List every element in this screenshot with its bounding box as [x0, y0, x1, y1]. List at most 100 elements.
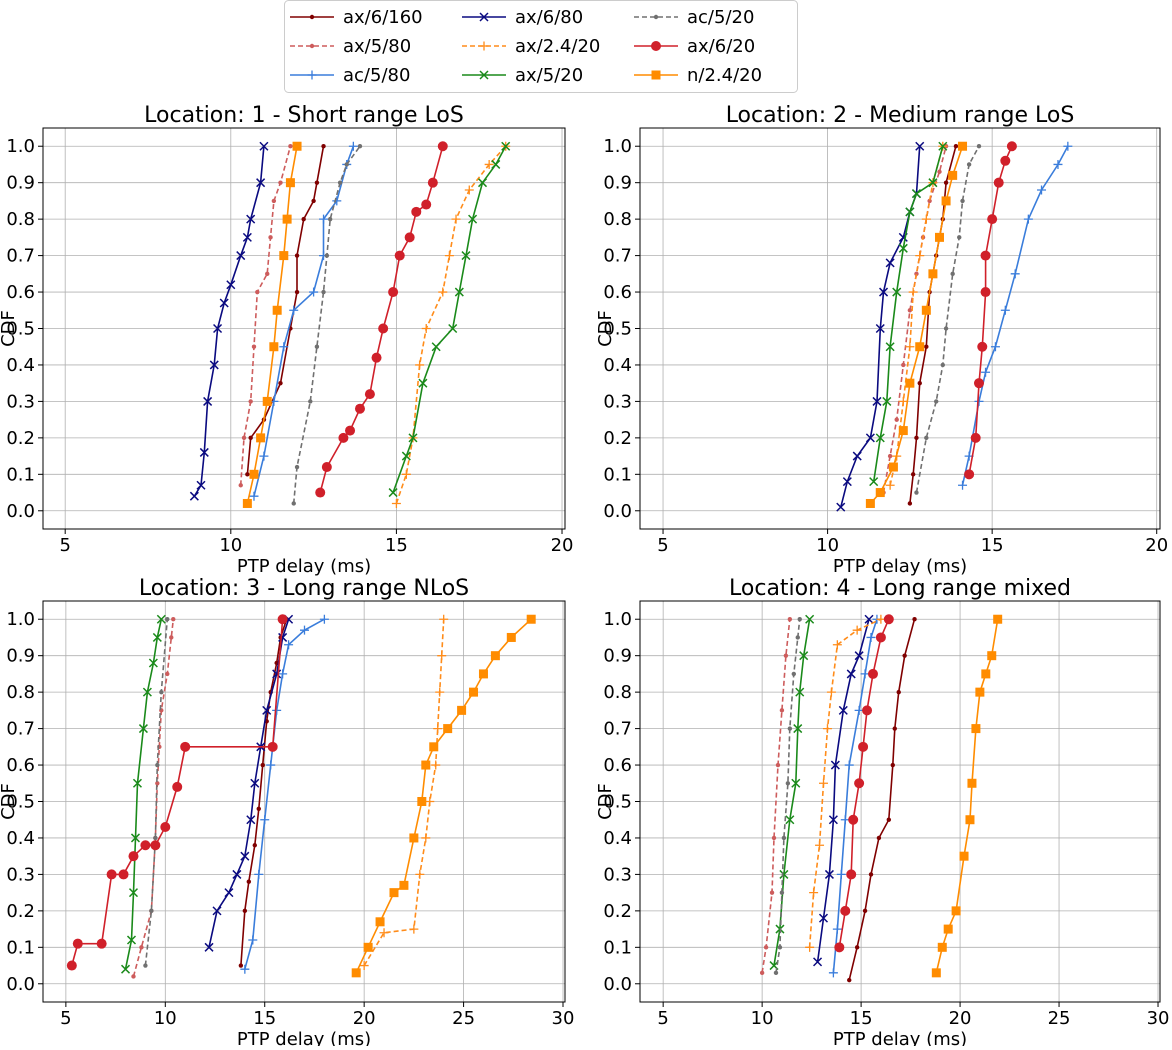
- marker: [980, 287, 991, 298]
- legend-label: ax/5/80: [343, 36, 411, 57]
- marker: [435, 687, 445, 697]
- legend-label: ax/5/20: [515, 65, 583, 86]
- marker: [813, 957, 823, 967]
- marker: [526, 614, 536, 624]
- marker: [165, 671, 170, 677]
- marker: [248, 399, 253, 404]
- marker: [943, 326, 949, 331]
- marker: [451, 214, 461, 224]
- marker: [783, 653, 789, 658]
- y-tick-label: 0.5: [603, 792, 632, 813]
- marker: [437, 141, 448, 152]
- legend-entry: ax/6/80: [462, 7, 583, 28]
- marker: [301, 216, 306, 222]
- marker: [908, 287, 918, 297]
- marker: [269, 342, 279, 352]
- y-axis-label: CDF: [0, 310, 19, 347]
- y-tick-label: 0.8: [603, 209, 632, 230]
- marker: [180, 741, 191, 752]
- legend-label: ax/6/160: [343, 7, 423, 28]
- legend-label: ax/6/20: [687, 36, 755, 57]
- marker: [236, 251, 246, 261]
- series-line: [355, 618, 532, 974]
- marker: [987, 651, 997, 661]
- marker: [779, 869, 789, 879]
- marker: [915, 141, 925, 151]
- marker: [777, 945, 783, 950]
- marker: [156, 614, 166, 624]
- y-tick-label: 0.1: [6, 464, 35, 485]
- marker: [976, 144, 982, 149]
- marker: [970, 432, 981, 443]
- marker: [948, 170, 958, 180]
- y-tick-label: 0.0: [603, 974, 632, 995]
- marker: [130, 833, 140, 843]
- marker: [417, 797, 427, 806]
- marker: [836, 869, 846, 879]
- marker: [106, 869, 117, 880]
- x-tick-label: 15: [253, 1008, 276, 1029]
- marker: [254, 869, 264, 879]
- marker: [892, 726, 897, 731]
- marker: [118, 869, 129, 880]
- marker: [415, 869, 425, 879]
- series-line: [915, 145, 980, 493]
- marker: [464, 185, 474, 195]
- marker: [149, 908, 154, 914]
- marker: [268, 235, 273, 240]
- marker: [169, 635, 174, 640]
- marker: [203, 396, 213, 406]
- marker: [869, 477, 879, 487]
- y-tick-label: 0.0: [603, 501, 632, 522]
- marker: [805, 942, 815, 952]
- marker: [242, 232, 252, 242]
- marker: [787, 726, 793, 731]
- y-tick-label: 0.5: [6, 792, 35, 813]
- x-tick-label: 5: [59, 535, 70, 556]
- marker: [468, 214, 478, 224]
- y-tick-label: 0.8: [6, 209, 35, 230]
- marker: [288, 144, 293, 149]
- marker: [359, 961, 369, 971]
- marker: [256, 178, 266, 188]
- marker: [226, 280, 236, 290]
- marker: [914, 490, 919, 495]
- marker: [875, 433, 885, 443]
- marker: [834, 942, 845, 953]
- marker: [771, 835, 777, 841]
- marker: [271, 198, 277, 204]
- marker: [196, 480, 206, 490]
- y-tick-label: 0.3: [6, 391, 35, 412]
- legend-marker: [309, 43, 315, 49]
- marker: [987, 214, 998, 225]
- marker: [943, 180, 949, 185]
- subplot: 5 10 15 20 25 30 0.0 0.1 0.2 0.3 0.4 0.5 0.6 0.7 0.8 0.…: [595, 576, 1169, 1050]
- marker: [299, 625, 309, 635]
- marker: [388, 488, 398, 498]
- marker: [805, 614, 815, 624]
- y-tick-label: 0.6: [603, 755, 632, 776]
- marker: [879, 287, 889, 297]
- legend-entry: ac/5/80: [290, 65, 410, 86]
- y-tick-label: 0.7: [603, 246, 632, 267]
- x-tick-label: 15: [981, 535, 1004, 556]
- marker: [155, 781, 160, 786]
- y-axis-label: CDF: [0, 783, 19, 820]
- marker: [914, 435, 919, 441]
- marker: [1006, 141, 1017, 152]
- marker: [882, 396, 892, 406]
- marker: [319, 614, 329, 624]
- marker: [779, 708, 785, 713]
- marker: [785, 815, 795, 825]
- marker: [282, 214, 292, 224]
- y-tick-label: 1.0: [6, 136, 35, 157]
- marker: [389, 888, 399, 898]
- marker: [142, 687, 152, 697]
- series-line: [246, 146, 298, 504]
- marker: [321, 462, 332, 473]
- subplot-title: Location: 1 - Short range LoS: [144, 103, 464, 128]
- marker: [213, 323, 223, 334]
- marker: [864, 614, 874, 624]
- marker: [887, 453, 893, 459]
